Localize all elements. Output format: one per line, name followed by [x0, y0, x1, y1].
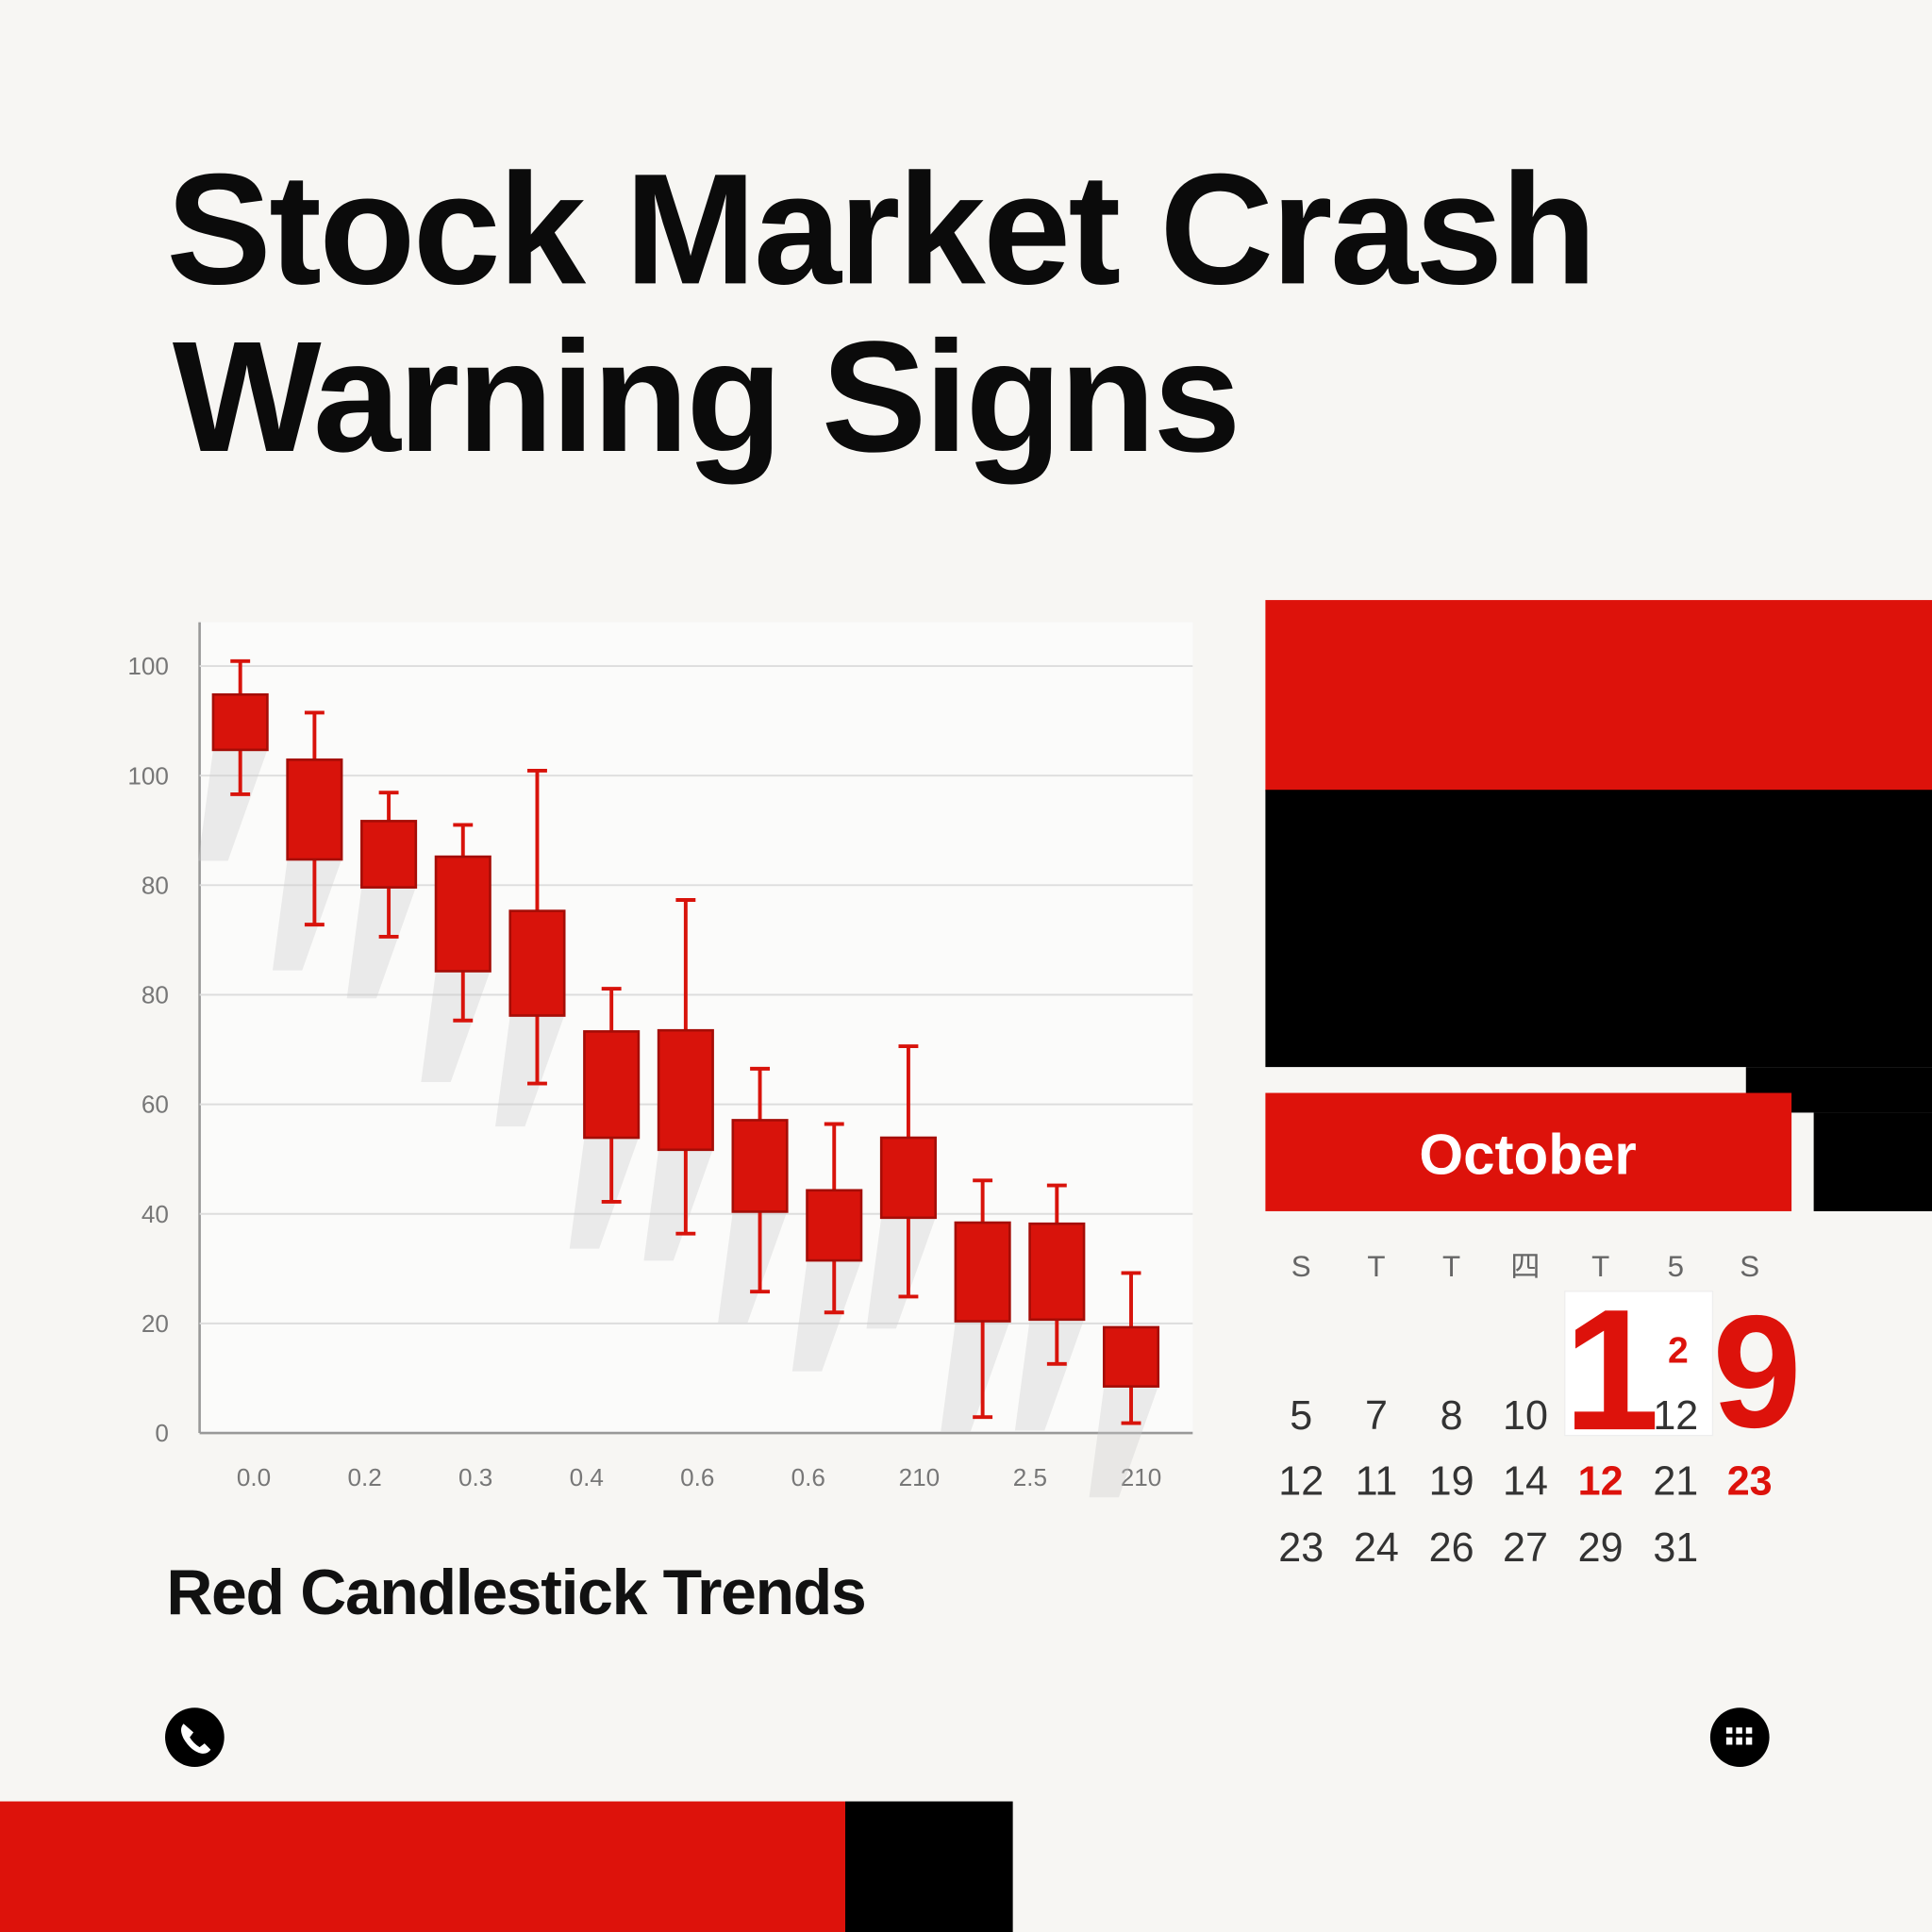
candle-body — [954, 1221, 1011, 1323]
x-tick-label: 210 — [1121, 1463, 1162, 1491]
weekday: 5 — [1668, 1250, 1684, 1283]
candle-shadow — [346, 887, 416, 999]
weekday: T — [1367, 1250, 1385, 1283]
day: 29 — [1578, 1525, 1624, 1571]
title-line: Stock Market Crash — [166, 142, 1594, 317]
candle-body — [508, 909, 566, 1017]
x-tick-label: 2.5 — [1013, 1463, 1047, 1491]
x-tick-label: 0.6 — [680, 1463, 714, 1491]
day: 7 — [1365, 1393, 1388, 1439]
candlestick-chart: 0 20 40 60 80 80 100 100 0.0 0.2 0.3 0.4 0.6 0.6 210 2.… — [127, 652, 1193, 1498]
day: 23 — [1727, 1458, 1773, 1504]
day: 19 — [1429, 1458, 1474, 1504]
y-tick-label: 80 — [142, 981, 169, 1009]
day: 27 — [1503, 1525, 1548, 1571]
y-tick-label: 100 — [127, 652, 169, 680]
red-block — [1265, 600, 1932, 791]
candle-body — [360, 820, 418, 889]
chart-panel — [199, 622, 1193, 1434]
black-block — [1265, 790, 1932, 1068]
candle-body — [286, 758, 343, 861]
big-digit: 9 — [1712, 1281, 1801, 1460]
candle-body — [211, 692, 269, 752]
day: 11 — [1356, 1458, 1398, 1504]
red-footer — [0, 1801, 845, 1932]
candle-shadow — [866, 1217, 936, 1329]
day: 10 — [1503, 1393, 1548, 1439]
y-tick-label: 60 — [142, 1091, 169, 1119]
candle-shadow — [198, 749, 268, 861]
black-block — [1813, 1112, 1932, 1211]
day: 12 — [1653, 1393, 1698, 1439]
y-tick-label: 0 — [155, 1419, 169, 1447]
weekday: T — [1591, 1250, 1609, 1283]
month: October — [1419, 1124, 1636, 1187]
x-tick-label: 0.2 — [347, 1463, 381, 1491]
x-tick-label: 0.6 — [791, 1463, 825, 1491]
candle-body — [879, 1136, 937, 1220]
candle-shadow — [643, 1149, 713, 1261]
candle-body — [806, 1189, 863, 1262]
candle-shadow — [272, 859, 342, 971]
y-tick-label: 20 — [142, 1309, 169, 1338]
candle-shadow — [495, 1015, 565, 1127]
weekday: T — [1442, 1250, 1460, 1283]
candle-shadow — [1089, 1386, 1158, 1498]
candle-shadow — [791, 1260, 861, 1372]
candle-body — [434, 855, 491, 973]
candle-shadow — [1014, 1319, 1085, 1431]
y-tick-label: 80 — [142, 871, 169, 899]
x-tick-label: 0.0 — [237, 1463, 271, 1491]
title-line: Warning Signs — [173, 309, 1239, 485]
x-tick-label: 210 — [899, 1463, 941, 1491]
candle-shadow — [569, 1138, 639, 1249]
candle-body — [1028, 1222, 1086, 1322]
weekday: S — [1291, 1250, 1311, 1283]
weekday: 四 — [1510, 1250, 1540, 1283]
y-tick-label: 40 — [142, 1200, 169, 1228]
phone-icon — [165, 1707, 225, 1767]
day: 23 — [1278, 1525, 1324, 1571]
day: 5 — [1290, 1393, 1312, 1439]
grid-icon — [1709, 1707, 1770, 1767]
day: 31 — [1653, 1525, 1698, 1571]
big-digit: 2 — [1668, 1331, 1689, 1372]
date-highlight — [1564, 1291, 1714, 1437]
day: 12 — [1278, 1458, 1324, 1504]
day: 14 — [1503, 1458, 1548, 1504]
x-tick-label: 0.3 — [458, 1463, 492, 1491]
x-tick-label: 0.4 — [570, 1463, 604, 1491]
day: 12 — [1578, 1458, 1624, 1504]
day: 8 — [1441, 1393, 1463, 1439]
big-digit: 1 — [1564, 1273, 1660, 1466]
candle-body — [1102, 1325, 1160, 1388]
day: 21 — [1653, 1458, 1698, 1504]
candle-shadow — [718, 1211, 788, 1323]
black-footer — [845, 1801, 1013, 1932]
candle-body — [583, 1030, 641, 1140]
day: 26 — [1429, 1525, 1474, 1571]
day: 24 — [1354, 1525, 1399, 1571]
month-bar — [1265, 1092, 1792, 1211]
y-tick-label: 100 — [127, 761, 169, 790]
candle-shadow — [421, 971, 491, 1083]
candle-body — [657, 1028, 714, 1152]
candle-shadow — [941, 1321, 1010, 1433]
candle-body — [731, 1119, 789, 1213]
weekday: S — [1740, 1250, 1759, 1283]
subtitle: Red Candlestick Trends — [166, 1557, 865, 1628]
